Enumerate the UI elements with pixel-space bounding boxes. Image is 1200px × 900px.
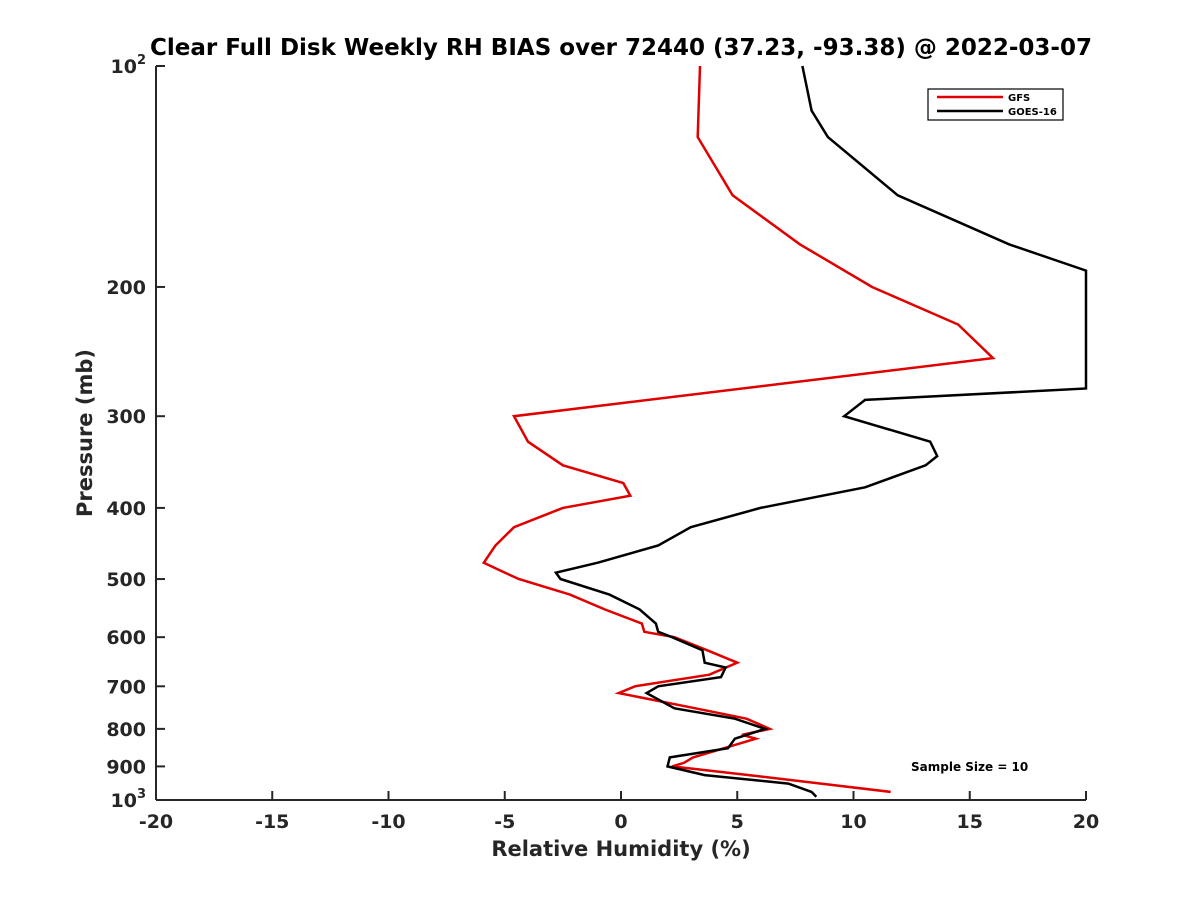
series-line-goes-16 — [553, 65, 1088, 798]
y-axis-ticks: 102 200 300 400 500 600 700 800 900 103 — [106, 53, 165, 812]
y-tick-label: 200 — [106, 277, 146, 299]
y-tick-label: 900 — [106, 756, 146, 778]
x-axis-title: Relative Humidity (%) — [491, 837, 750, 861]
y-tick-label: 103 — [111, 787, 147, 812]
legend-box — [927, 88, 1064, 121]
x-tick-label: 0 — [614, 811, 627, 833]
chart-title: Clear Full Disk Weekly RH BIAS over 7244… — [150, 35, 1092, 61]
series-layer — [481, 65, 1088, 798]
x-tick-label: 5 — [731, 811, 744, 833]
sample-size-annotation: Sample Size = 10 — [911, 760, 1028, 774]
x-tick-label: 15 — [957, 811, 983, 833]
y-tick-label: 800 — [106, 719, 146, 741]
legend-label-goes-16: GOES-16 — [1008, 107, 1057, 118]
x-tick-label: -10 — [371, 811, 405, 833]
y-tick-label: 600 — [106, 627, 146, 649]
x-tick-label: -5 — [494, 811, 515, 833]
y-tick-label: 400 — [106, 498, 146, 520]
series-line-gfs — [481, 65, 996, 794]
x-axis-ticks: -20 -15 -10 -5 0 5 10 15 20 — [139, 791, 1099, 833]
x-tick-label: -20 — [139, 811, 173, 833]
x-tick-label: 20 — [1073, 811, 1099, 833]
y-tick-label: 500 — [106, 569, 146, 591]
y-tick-label: 700 — [106, 676, 146, 698]
legend: GFS GOES-16 — [927, 88, 1064, 121]
y-axis-title: Pressure (mb) — [73, 349, 97, 517]
legend-label-gfs: GFS — [1008, 93, 1030, 104]
y-tick-label: 300 — [106, 406, 146, 428]
y-tick-label: 102 — [111, 53, 147, 78]
x-tick-label: -15 — [255, 811, 289, 833]
x-tick-label: 10 — [840, 811, 866, 833]
